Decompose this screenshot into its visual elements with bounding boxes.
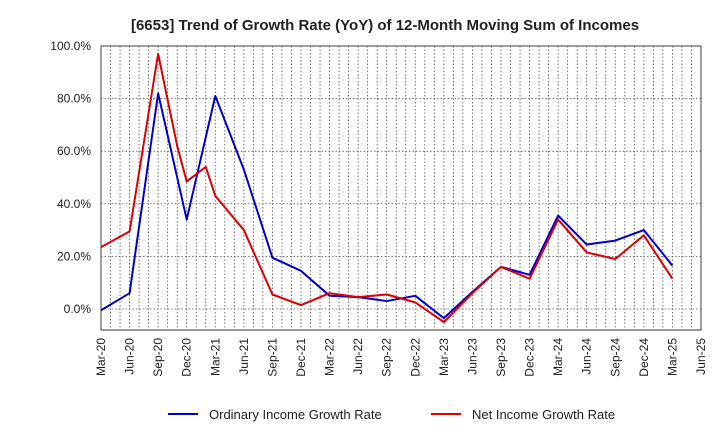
x-tick-label: Sep-22	[380, 338, 394, 377]
x-tick-label: Sep-24	[608, 338, 622, 377]
x-tick-label: Mar-25	[665, 338, 679, 376]
x-tick-label: Dec-22	[408, 338, 422, 377]
legend: Ordinary Income Growth Rate Net Income Gr…	[168, 407, 615, 422]
x-tick-label: Dec-24	[637, 338, 651, 377]
y-axis-ticks: 0.0% 20.0% 40.0% 60.0% 80.0% 100.0%	[50, 39, 91, 316]
x-tick-label: Mar-24	[551, 338, 565, 376]
x-tick-label: Dec-20	[180, 338, 194, 377]
x-tick-label: Jun-22	[351, 338, 365, 375]
x-tick-label: Jun-25	[694, 338, 708, 375]
x-tick-label: Sep-23	[494, 338, 508, 377]
legend-label: Net Income Growth Rate	[472, 407, 615, 422]
x-tick-label: Dec-23	[523, 338, 537, 377]
series-layer	[100, 52, 674, 324]
x-tick-label: Mar-21	[208, 338, 222, 376]
x-tick-label: Mar-20	[94, 338, 108, 376]
x-axis-ticks: Mar-20 Jun-20 Sep-20 Dec-20 Mar-21 Jun-21 Sep-…	[94, 338, 708, 377]
y-tick-label: 60.0%	[57, 144, 91, 158]
plot-area	[100, 45, 702, 331]
x-tick-label: Sep-21	[265, 338, 279, 377]
y-tick-label: 20.0%	[57, 249, 91, 263]
legend-item: Ordinary Income Growth Rate	[168, 407, 382, 422]
x-tick-label: Mar-23	[437, 338, 451, 376]
legend-item: Net Income Growth Rate	[431, 407, 615, 422]
x-tick-label: Jun-21	[237, 338, 251, 375]
x-tick-label: Sep-20	[151, 338, 165, 377]
x-tick-label: Jun-24	[580, 338, 594, 375]
legend-label: Ordinary Income Growth Rate	[209, 407, 382, 422]
chart-title: [6653] Trend of Growth Rate (YoY) of 12-…	[131, 17, 639, 34]
y-tick-label: 100.0%	[50, 39, 91, 53]
x-tick-label: Mar-22	[323, 338, 337, 376]
series-line-net-income	[100, 52, 674, 324]
y-tick-label: 40.0%	[57, 197, 91, 211]
x-tick-label: Jun-20	[123, 338, 137, 375]
y-tick-label: 0.0%	[64, 302, 92, 316]
x-tick-label: Dec-21	[294, 338, 308, 377]
series-line-ordinary-income	[100, 92, 674, 320]
x-tick-label: Jun-23	[465, 338, 479, 375]
y-tick-label: 80.0%	[57, 92, 91, 106]
